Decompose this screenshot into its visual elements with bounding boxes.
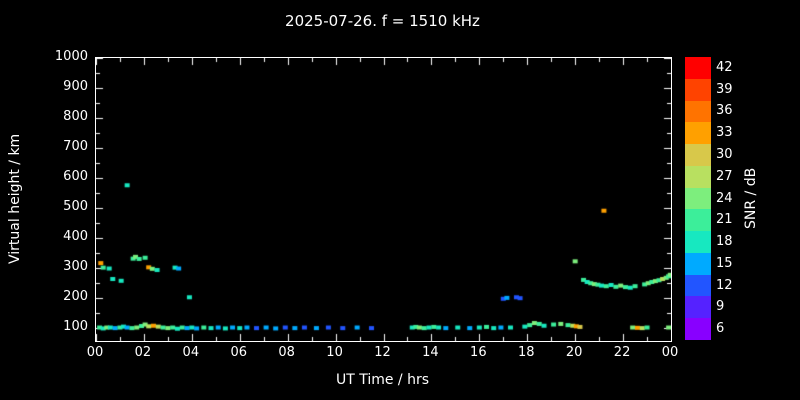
colorbar-tick-label: 6	[716, 321, 725, 337]
x-tick-label: 02	[134, 345, 152, 360]
y-tick-label: 100	[63, 318, 88, 334]
y-tick-label: 700	[63, 138, 88, 154]
colorbar-tick-label: 12	[716, 277, 733, 293]
colorbar-tick-label: 21	[716, 212, 733, 228]
y-tick-label: 600	[63, 168, 88, 184]
colorbar-tick-label: 39	[716, 81, 733, 97]
colorbar-segment	[685, 57, 711, 79]
colorbar-segment	[685, 122, 711, 145]
colorbar-segment	[685, 296, 711, 319]
colorbar-tick-label: 27	[716, 168, 733, 184]
colorbar-tick-label: 9	[716, 299, 725, 315]
x-tick-label: 06	[230, 345, 248, 360]
x-tick-label: 10	[326, 345, 343, 360]
y-tick-label: 900	[63, 78, 88, 94]
x-tick-label: 08	[278, 345, 295, 360]
colorbar-tick-label: 24	[716, 190, 733, 206]
plot-canvas	[96, 58, 671, 341]
y-tick-label: 400	[63, 228, 88, 244]
x-tick-label: 16	[470, 345, 487, 360]
y-tick-label: 1000	[54, 49, 88, 64]
colorbar-segment	[685, 187, 711, 210]
x-tick-label: 00	[86, 345, 104, 360]
y-axis-label: Virtual height / km	[7, 133, 23, 264]
x-tick-label: 00	[661, 345, 679, 360]
colorbar-segment	[685, 100, 711, 123]
colorbar-tick-label: 30	[716, 146, 733, 162]
x-tick-label: 22	[613, 345, 631, 360]
x-tick-label: 04	[182, 345, 200, 360]
x-tick-label: 20	[565, 345, 583, 360]
colorbar-tick-label: 33	[716, 125, 733, 141]
colorbar-tick-label: 36	[716, 103, 733, 119]
x-tick-label: 14	[422, 345, 439, 360]
colorbar-segment	[685, 144, 711, 166]
colorbar-segment	[685, 252, 711, 275]
y-tick-label: 200	[63, 288, 88, 304]
x-tick-label: 18	[517, 345, 535, 360]
colorbar-segment	[685, 78, 711, 101]
y-tick-label: 500	[63, 198, 88, 214]
colorbar-tick-label: 42	[716, 59, 733, 75]
colorbar-tick-label: 15	[716, 255, 733, 271]
y-tick-label: 300	[63, 258, 88, 274]
colorbar-segment	[685, 274, 711, 297]
colorbar-segment	[685, 209, 711, 232]
colorbar-segment	[685, 318, 711, 340]
chart-title: 2025-07-26. f = 1510 kHz	[285, 12, 480, 30]
x-tick-label: 12	[374, 345, 391, 360]
colorbar-tick-label: 18	[716, 234, 733, 250]
plot-area	[95, 57, 672, 342]
colorbar-segment	[685, 231, 711, 253]
x-axis-label: UT Time / hrs	[335, 372, 430, 388]
y-tick-label: 800	[63, 108, 88, 124]
colorbar-segment	[685, 165, 711, 188]
snr-colorbar	[685, 57, 711, 340]
